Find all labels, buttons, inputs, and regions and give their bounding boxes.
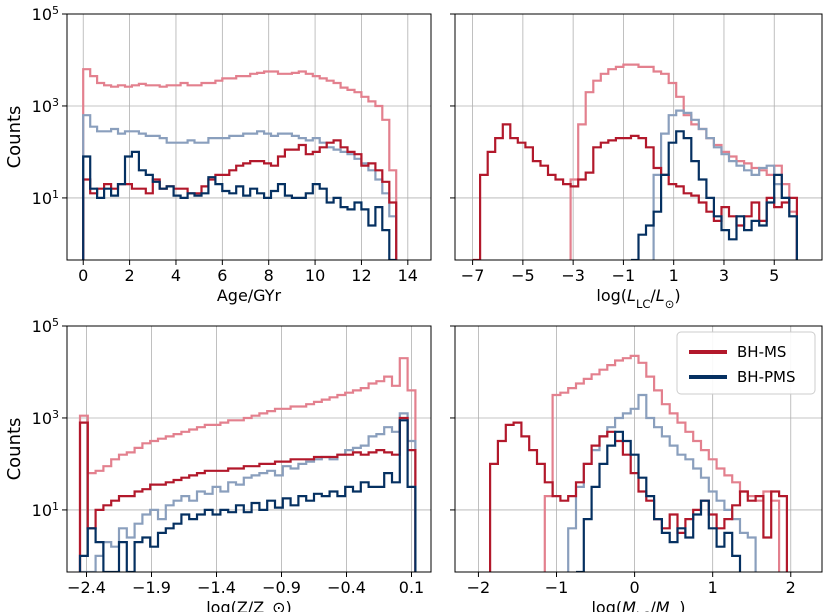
x-tick-label: −0.9: [262, 578, 301, 597]
x-tick-label: 3: [719, 266, 729, 285]
y-tick-label: 105: [32, 4, 59, 25]
y-axis-label: Counts: [4, 106, 25, 169]
series-bh_ms: [489, 421, 788, 572]
x-tick-label: −5: [511, 266, 535, 285]
series-bh_pms_light: [652, 109, 798, 260]
y-tick-label: 103: [32, 407, 59, 428]
panel-lum: −7 −5 −3 −1 1 3 5 log(LLC/L⊙): [450, 13, 823, 311]
y-axis-label: Counts: [4, 418, 25, 481]
y-tick-label: 105: [32, 316, 59, 337]
x-tick-label: −1: [612, 266, 636, 285]
y-tick-label: 101: [32, 187, 59, 208]
axes-frame: [66, 13, 432, 261]
series-bh_ms_light: [82, 68, 398, 260]
x-tick-label: 12: [351, 266, 371, 285]
series-bh_ms: [472, 123, 798, 260]
series-bh_pms: [631, 130, 798, 260]
x-tick-label: −3: [561, 266, 585, 285]
x-tick-label: 2: [125, 266, 135, 285]
y-tick-label: 103: [32, 95, 59, 116]
series-bh_pms: [576, 430, 742, 572]
x-tick-label: 14: [398, 266, 418, 285]
series-bh_pms_light: [80, 412, 417, 572]
series-bh_ms: [78, 416, 417, 572]
x-tick-label: −1: [545, 578, 569, 597]
x-tick-label: 0: [630, 578, 640, 597]
series-bh_ms_light: [569, 63, 798, 260]
x-axis-label: log(LLC/L⊙): [596, 286, 680, 311]
x-tick-label: 10: [305, 266, 325, 285]
x-tick-label: 8: [264, 266, 274, 285]
series-bh_pms_light: [82, 114, 398, 260]
x-tick-label: −1.9: [132, 578, 171, 597]
series-bh_pms_light: [567, 393, 757, 572]
panel-metal: −2.4 −1.9 −1.4 −0.9 −0.4 0.1 101 103 105 log(Z/Z_…: [4, 316, 432, 612]
x-tick-label: 5: [769, 266, 779, 285]
y-tick-label: 101: [32, 499, 59, 520]
series-bh_ms: [82, 139, 398, 260]
x-tick-label: 0.1: [399, 578, 424, 597]
legend-label: BH-MS: [737, 343, 786, 361]
series-bh_pms: [82, 150, 397, 260]
x-axis-label: Age/GYr: [217, 286, 282, 305]
x-axis-label: log(MLC/M⊙): [591, 598, 685, 612]
series-bh_pms: [78, 419, 417, 572]
series-bh_ms_light: [543, 354, 781, 572]
series-bh_ms_light: [78, 357, 417, 572]
x-tick-label: 6: [217, 266, 227, 285]
x-axis-label: log(Z/Z_⊙): [206, 598, 292, 612]
x-tick-label: 1: [669, 266, 679, 285]
axes-frame: [66, 325, 432, 573]
x-tick-label: −2: [467, 578, 491, 597]
legend-label: BH-PMS: [737, 368, 796, 386]
axes-frame: [454, 13, 823, 261]
x-tick-label: −7: [461, 266, 485, 285]
x-tick-label: −0.4: [327, 578, 366, 597]
x-tick-label: 0: [78, 266, 88, 285]
x-tick-label: 2: [786, 578, 796, 597]
x-tick-label: −1.4: [197, 578, 236, 597]
axes-frame: [454, 325, 823, 573]
x-tick-label: 1: [708, 578, 718, 597]
legend: BH-MS BH-PMS: [676, 331, 816, 395]
x-tick-label: 4: [171, 266, 181, 285]
x-tick-label: −2.4: [67, 578, 106, 597]
panel-age: 0 2 4 6 8 10 12 14 101 103 105 Age/GYr Counts: [4, 4, 432, 305]
